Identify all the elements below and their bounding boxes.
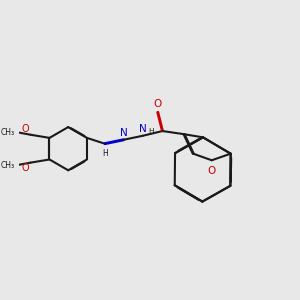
Text: O: O [22,163,29,173]
Text: CH₃: CH₃ [1,128,15,136]
Text: H: H [148,128,154,134]
Text: O: O [22,124,29,134]
Text: H: H [102,149,108,158]
Text: N: N [139,124,147,134]
Text: N: N [120,128,127,138]
Text: O: O [208,166,216,176]
Text: O: O [154,99,162,109]
Text: CH₃: CH₃ [1,161,15,170]
